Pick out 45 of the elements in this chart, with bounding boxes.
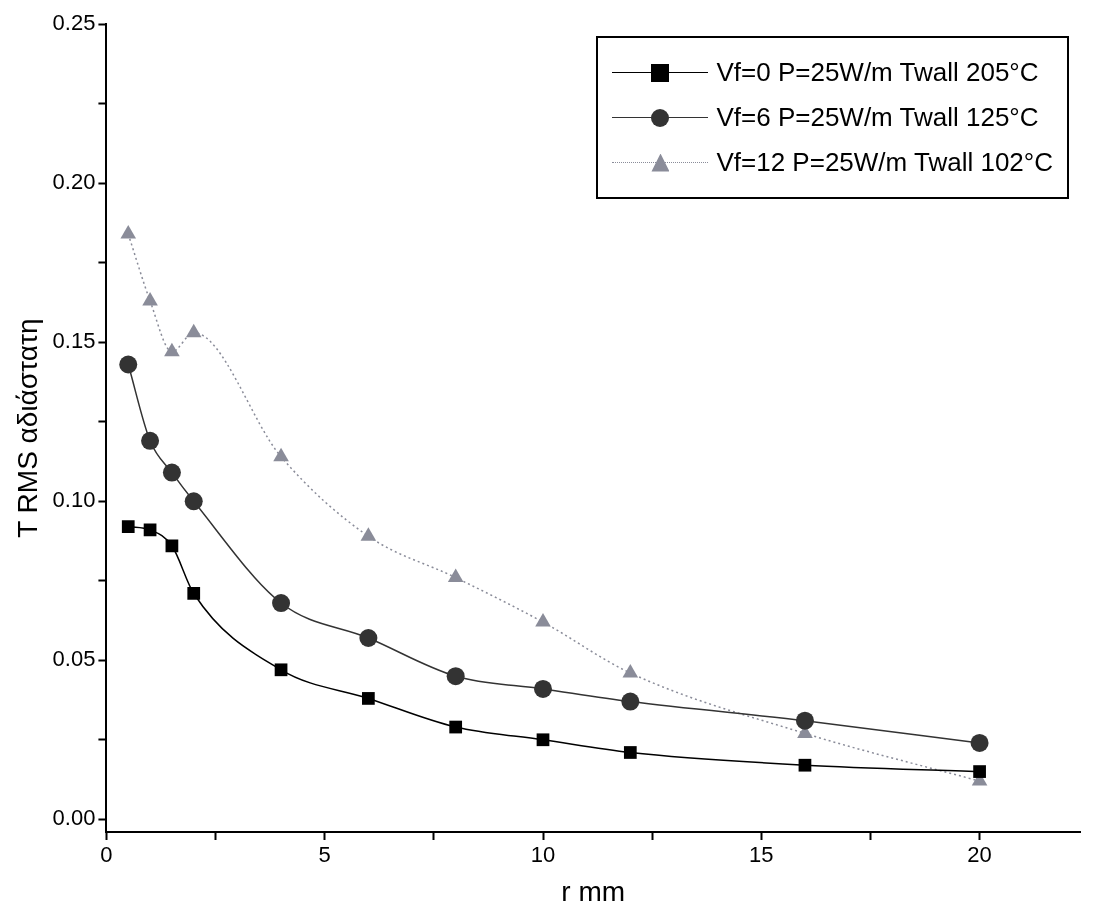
point bbox=[185, 323, 202, 338]
y-tick-label: 0.15 bbox=[52, 328, 96, 354]
point bbox=[187, 587, 201, 600]
point bbox=[359, 629, 378, 647]
point bbox=[536, 733, 550, 747]
point bbox=[973, 765, 986, 778]
legend-label: Vf=0 P=25W/m Twall 205°C bbox=[716, 57, 1039, 88]
point bbox=[274, 663, 288, 677]
point bbox=[362, 692, 375, 705]
point bbox=[184, 492, 203, 511]
point bbox=[795, 711, 814, 730]
y-tick-label: 0.20 bbox=[52, 169, 96, 195]
point bbox=[798, 758, 812, 772]
point bbox=[119, 355, 138, 374]
x-tick-label: 0 bbox=[100, 842, 113, 868]
y-axis-title: T RMS αδιάστατη bbox=[11, 318, 43, 538]
x-tick-label: 20 bbox=[967, 842, 992, 868]
point bbox=[272, 594, 291, 613]
point bbox=[164, 342, 180, 357]
point bbox=[165, 539, 179, 553]
point bbox=[449, 720, 463, 734]
point bbox=[534, 679, 552, 698]
x-tick-label: 15 bbox=[749, 842, 774, 868]
x-tick-label: 10 bbox=[530, 842, 556, 868]
point bbox=[360, 527, 377, 541]
point bbox=[623, 746, 637, 759]
point bbox=[120, 225, 137, 239]
point bbox=[535, 613, 551, 627]
point bbox=[970, 733, 989, 752]
point bbox=[141, 431, 160, 450]
y-tick-label: 0.10 bbox=[52, 487, 96, 513]
y-tick-label: 0.05 bbox=[52, 646, 96, 672]
y-tick-label: 0.25 bbox=[52, 10, 96, 36]
point bbox=[142, 291, 158, 306]
point bbox=[121, 520, 135, 534]
x-axis-title: r mm bbox=[561, 875, 626, 907]
x-tick-label: 5 bbox=[318, 842, 331, 868]
legend-label: Vf=12 P=25W/m Twall 102°C bbox=[716, 147, 1053, 178]
point bbox=[447, 568, 464, 583]
point bbox=[162, 463, 181, 482]
point bbox=[621, 692, 640, 711]
point bbox=[273, 447, 289, 462]
legend-label: Vf=6 P=25W/m Twall 125°C bbox=[716, 102, 1039, 133]
y-tick-label: 0.00 bbox=[52, 805, 96, 831]
point bbox=[446, 667, 465, 686]
